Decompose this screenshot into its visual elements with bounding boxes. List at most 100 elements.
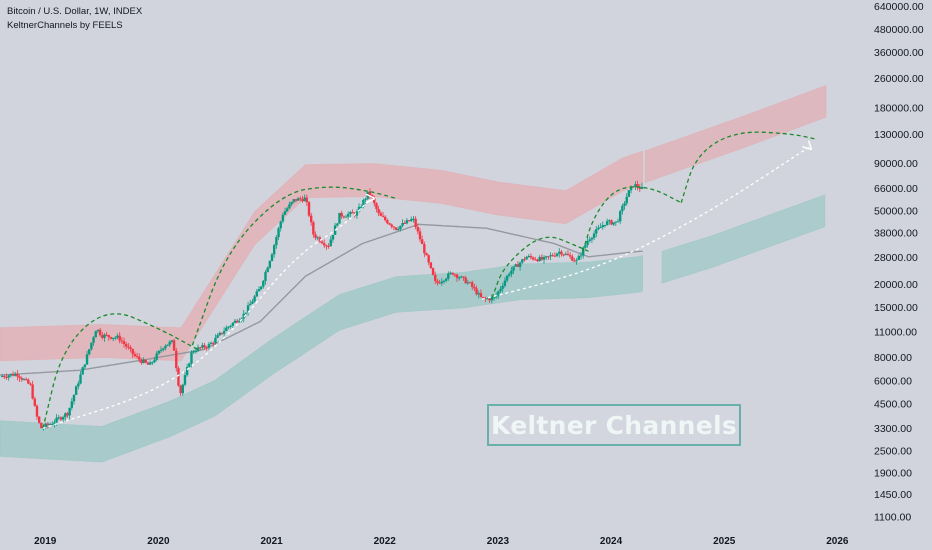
candle-body — [362, 200, 365, 207]
candle-body — [125, 343, 128, 347]
x-tick-label: 2026 — [826, 536, 849, 547]
candle-body — [83, 364, 87, 368]
candle-body — [440, 281, 443, 284]
price-axis[interactable]: 640000.00 480000.00 360000.00 260000.00 1800… — [874, 1, 924, 523]
candle-body — [436, 280, 439, 283]
candle-body — [366, 191, 369, 199]
x-tick-label: 2023 — [487, 536, 510, 547]
candle-body — [270, 254, 274, 261]
candle-body — [342, 216, 346, 218]
candle-body — [323, 243, 326, 246]
candle-body — [212, 342, 215, 344]
candle-body — [401, 222, 404, 226]
candle-body — [392, 226, 396, 228]
candle-body — [414, 218, 417, 228]
candle-body — [257, 289, 261, 292]
candle-body — [590, 237, 594, 240]
candle-body — [157, 350, 161, 354]
candle-body — [499, 288, 502, 292]
candle-body — [527, 256, 530, 258]
candle-body — [103, 334, 106, 338]
y-tick-label: 6000.00 — [874, 375, 912, 387]
candle-body — [368, 191, 372, 196]
y-tick-label: 1100.00 — [874, 511, 911, 523]
candle-body — [444, 278, 448, 281]
candle-body — [314, 234, 317, 238]
candle-body — [181, 384, 184, 394]
candle-body — [299, 198, 302, 200]
candle-body — [127, 346, 130, 348]
candle-body — [510, 270, 513, 275]
candle-body — [451, 272, 454, 275]
candle-body — [37, 416, 41, 423]
candle-body — [209, 342, 213, 345]
candle-body — [603, 224, 607, 226]
candle-body — [279, 221, 282, 229]
candle-body — [355, 211, 359, 216]
candle-body — [262, 280, 265, 287]
y-tick-label: 8000.00 — [874, 352, 912, 364]
candle-body — [468, 282, 472, 284]
candle-body — [534, 259, 537, 261]
candle-body — [120, 340, 124, 342]
candle-body — [142, 359, 145, 363]
candle-body — [386, 220, 389, 224]
candle-body — [205, 347, 208, 349]
candle-body — [492, 297, 496, 299]
candle-body — [98, 329, 102, 336]
candle-body — [547, 256, 550, 258]
candle-body — [508, 274, 511, 276]
candle-body — [253, 296, 256, 302]
candle-body — [512, 266, 515, 271]
candle-body — [40, 422, 43, 429]
candle-body — [540, 256, 544, 260]
keltner-watermark: Keltner Channels — [487, 404, 741, 446]
candle-body — [216, 335, 219, 338]
candle-body — [199, 347, 202, 349]
candle-body — [24, 379, 28, 381]
candle-body — [185, 367, 189, 376]
candle-body — [301, 199, 304, 202]
candles — [0, 180, 644, 431]
projection-arc-0 — [42, 313, 199, 429]
candle-body — [194, 351, 198, 353]
candle-body — [640, 186, 644, 189]
candle-body — [309, 215, 313, 223]
candle-body — [148, 362, 152, 365]
future-zone-lower — [661, 194, 826, 284]
candle-body — [246, 305, 250, 313]
candle-body — [383, 216, 387, 221]
candle-body — [264, 272, 267, 281]
candle-body — [7, 375, 10, 378]
candle-body — [235, 320, 239, 323]
time-axis[interactable]: 2019 2020 2021 2022 2023 2024 2025 2026 — [34, 536, 849, 547]
candle-body — [477, 293, 480, 295]
candle-body — [138, 356, 141, 360]
candle-body — [94, 331, 97, 338]
projection-arc-3 — [582, 186, 682, 252]
candle-body — [381, 215, 385, 217]
candle-body — [251, 301, 254, 304]
candle-body — [346, 214, 350, 217]
candle-body — [153, 359, 156, 363]
candle-body — [272, 245, 276, 255]
candle-body — [96, 329, 100, 332]
candle-body — [168, 341, 171, 345]
candle-body — [288, 204, 291, 209]
projection-arc-4 — [680, 131, 816, 203]
candle-body — [79, 374, 82, 384]
candle-body — [225, 327, 228, 332]
candle-body — [442, 280, 446, 282]
candle-body — [294, 199, 298, 201]
candle-body — [616, 221, 620, 223]
candle-body — [51, 423, 54, 425]
candle-body — [601, 225, 604, 228]
candle-body — [420, 239, 424, 245]
projection-arc-2 — [491, 236, 590, 299]
candle-body — [447, 273, 450, 279]
candle-body — [555, 253, 559, 256]
x-tick-label: 2020 — [147, 536, 170, 547]
candle-body — [109, 337, 113, 339]
candle-body — [133, 354, 137, 356]
